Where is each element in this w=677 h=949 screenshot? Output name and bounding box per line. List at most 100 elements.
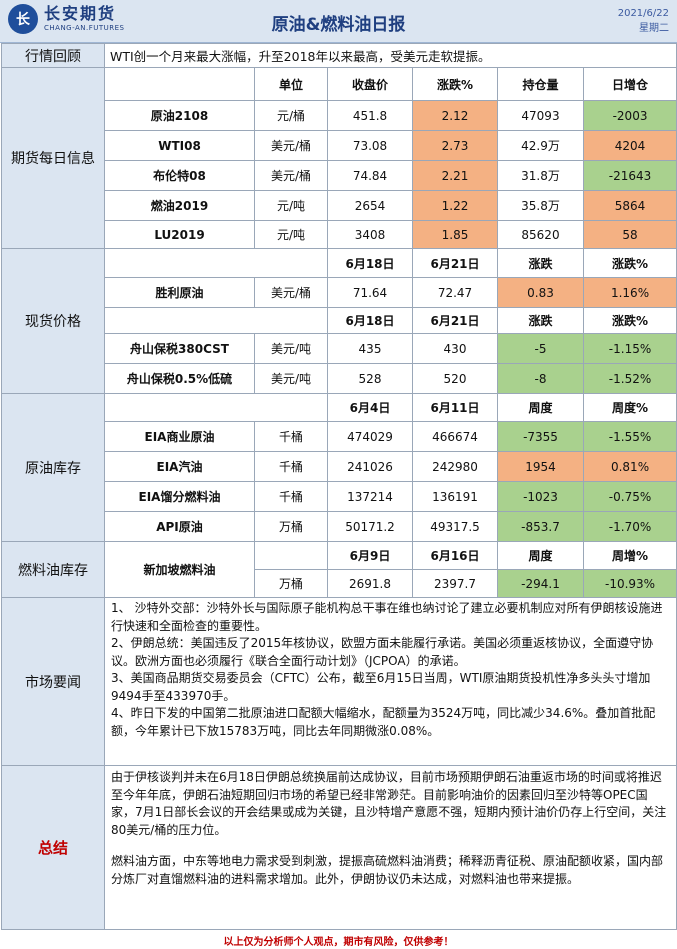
- col-header: 6月16日: [412, 541, 498, 570]
- news-item: 4、昨日下发的中国第二批原油进口配额大幅缩水，配额量为3524万吨，同比减少34…: [111, 706, 656, 738]
- table-row: 燃油2019 元/吨 2654 1.22 35.8万 5864: [2, 190, 677, 221]
- value-cell: 50171.2: [327, 511, 413, 542]
- fuel-stock-header-row: 燃料油库存 新加坡燃料油 6月9日 6月16日 周度 周增%: [1, 541, 677, 598]
- news-item: 2、伊朗总统：美国违反了2015年核协议，欧盟方面未能履行承诺。美国必须重返核协…: [111, 636, 654, 668]
- oi-cell: 31.8万: [497, 160, 584, 191]
- contract-name: WTI08: [104, 130, 255, 161]
- col-header: 单位: [254, 67, 328, 101]
- oi-cell: 47093: [497, 100, 584, 131]
- summary-text: 由于伊核谈判并未在6月18日伊朗总统换届前达成协议，目前市场预期伊朗石油重返市场…: [103, 765, 677, 930]
- col-header: 涨跌%: [582, 307, 677, 334]
- company-logo: 长 长安期货 CHANG-AN.FUTURES: [8, 4, 125, 34]
- value-cell: 466674: [412, 421, 498, 452]
- oi-change-cell: 4204: [582, 130, 677, 161]
- disclaimer: 以上仅为分析师个人观点，期市有风险，仅供参考！: [223, 937, 454, 948]
- pct-cell: -1.70%: [582, 511, 677, 542]
- section-label-fuel-stock: 燃料油库存: [1, 541, 105, 598]
- table-row: 舟山保税380CST 美元/吨 435 430 -5 -1.15%: [2, 333, 677, 364]
- logo-name-en: CHANG-AN.FUTURES: [44, 24, 125, 32]
- summary-paragraph: 由于伊核谈判并未在6月18日伊朗总统换届前达成协议，目前市场预期伊朗石油重返市场…: [111, 770, 667, 837]
- table-row: EIA商业原油 千桶 474029 466674 -7355 -1.55%: [2, 421, 677, 452]
- inventory-name: API原油: [104, 511, 255, 542]
- section-label-crude-stock: 原油库存: [1, 393, 105, 542]
- table-row: 舟山保税0.5%低硫 美元/吨 528 520 -8 -1.52%: [2, 363, 677, 394]
- price-cell: 520: [412, 363, 498, 394]
- col-header: 日增仓: [582, 67, 677, 101]
- change-cell: 1.85: [412, 220, 498, 249]
- pct-cell: 1.16%: [582, 277, 677, 308]
- col-header: 6月11日: [412, 393, 498, 422]
- change-cell: -5: [497, 333, 584, 364]
- value-cell: 242980: [412, 451, 498, 482]
- oi-change-cell: 58: [582, 220, 677, 249]
- value-cell: 49317.5: [412, 511, 498, 542]
- inventory-name: EIA馏分燃料油: [104, 481, 255, 512]
- change-cell: -294.1: [497, 569, 584, 598]
- oi-cell: 42.9万: [497, 130, 584, 161]
- summary-paragraph: 燃料油方面，中东等地电力需求受到刺激，提振高硫燃料油消费；稀释沥青征税、原油配额…: [111, 854, 664, 886]
- news-row: 市场要闻 1、 沙特外交部：沙特外长与国际原子能机构总干事在维也纳讨论了建立必要…: [1, 597, 677, 766]
- table-row: 胜利原油 美元/桶 71.64 72.47 0.83 1.16%: [2, 277, 677, 308]
- overview-row: 行情回顾 WTI创一个月来最大涨幅，升至2018年以来最高，受美元走软提振。: [1, 43, 677, 68]
- col-header: 6月9日: [327, 541, 413, 570]
- unit-cell: 美元/吨: [254, 363, 328, 394]
- contract-name: 原油2108: [104, 100, 255, 131]
- pct-cell: -1.15%: [582, 333, 677, 364]
- unit-cell: 元/吨: [254, 190, 328, 221]
- futures-header-row: 期货每日信息 单位 收盘价 涨跌% 持仓量 日增仓: [1, 67, 677, 249]
- unit-cell: 千桶: [254, 481, 328, 512]
- contract-name: LU2019: [104, 220, 255, 249]
- change-cell: 0.83: [497, 277, 584, 308]
- table-row: LU2019 元/吨 3408 1.85 85620 58: [2, 220, 677, 249]
- close-cell: 74.84: [327, 160, 413, 191]
- col-header: 周度: [497, 393, 584, 422]
- table-row: 万桶 2691.8 2397.7 -294.1 -10.93%: [2, 569, 677, 598]
- news-item: 1、 沙特外交部：沙特外长与国际原子能机构总干事在维也纳讨论了建立必要机制应对所…: [111, 601, 663, 633]
- close-cell: 3408: [327, 220, 413, 249]
- change-cell: 2.12: [412, 100, 498, 131]
- spot-header-row: 6月18日 6月21日 涨跌 涨跌%: [2, 307, 677, 334]
- change-cell: -853.7: [497, 511, 584, 542]
- blank-cell: [104, 393, 328, 422]
- logo-name-cn: 长安期货: [44, 4, 117, 23]
- price-cell: 71.64: [327, 277, 413, 308]
- close-cell: 2654: [327, 190, 413, 221]
- product-name: 舟山保税0.5%低硫: [104, 363, 255, 394]
- summary-row: 总结 由于伊核谈判并未在6月18日伊朗总统换届前达成协议，目前市场预期伊朗石油重…: [1, 765, 677, 930]
- unit-cell: 元/桶: [254, 100, 328, 131]
- value-cell: 2397.7: [412, 569, 498, 598]
- col-header: 周度: [497, 541, 584, 570]
- section-label-news: 市场要闻: [1, 597, 105, 766]
- col-header: 6月4日: [327, 393, 413, 422]
- pct-cell: -1.55%: [582, 421, 677, 452]
- oi-cell: 85620: [497, 220, 584, 249]
- col-header: 收盘价: [327, 67, 413, 101]
- col-header: 6月21日: [412, 307, 498, 334]
- pct-cell: -0.75%: [582, 481, 677, 512]
- change-cell: -1023: [497, 481, 584, 512]
- oi-cell: 35.8万: [497, 190, 584, 221]
- unit-cell: 美元/桶: [254, 277, 328, 308]
- report-table: 行情回顾 WTI创一个月来最大涨幅，升至2018年以来最高，受美元走软提振。 期…: [1, 43, 677, 930]
- col-header: 6月18日: [327, 307, 413, 334]
- overview-text: WTI创一个月来最大涨幅，升至2018年以来最高，受美元走软提振。: [103, 43, 677, 68]
- blank-cell: [104, 67, 255, 101]
- blank-cell: [104, 307, 328, 334]
- section-label-futures: 期货每日信息: [1, 67, 105, 249]
- value-cell: 2691.8: [327, 569, 413, 598]
- spot-header-row: 现货价格 6月18日 6月21日 涨跌 涨跌%: [1, 248, 677, 394]
- oi-change-cell: 5864: [582, 190, 677, 221]
- close-cell: 451.8: [327, 100, 413, 131]
- unit-cell: 美元/桶: [254, 160, 328, 191]
- logo-icon: 长: [8, 4, 38, 34]
- oi-change-cell: -2003: [582, 100, 677, 131]
- inventory-name: EIA商业原油: [104, 421, 255, 452]
- news-list: 1、 沙特外交部：沙特外长与国际原子能机构总干事在维也纳讨论了建立必要机制应对所…: [103, 597, 677, 766]
- report-title: 原油&燃料油日报: [271, 15, 406, 35]
- date-text: 2021/6/22: [617, 8, 669, 19]
- report-date: 2021/6/22 星期二: [618, 6, 669, 36]
- value-cell: 137214: [327, 481, 413, 512]
- col-header: 周增%: [582, 541, 677, 570]
- weekday-text: 星期二: [639, 23, 669, 34]
- section-label-summary: 总结: [1, 765, 105, 930]
